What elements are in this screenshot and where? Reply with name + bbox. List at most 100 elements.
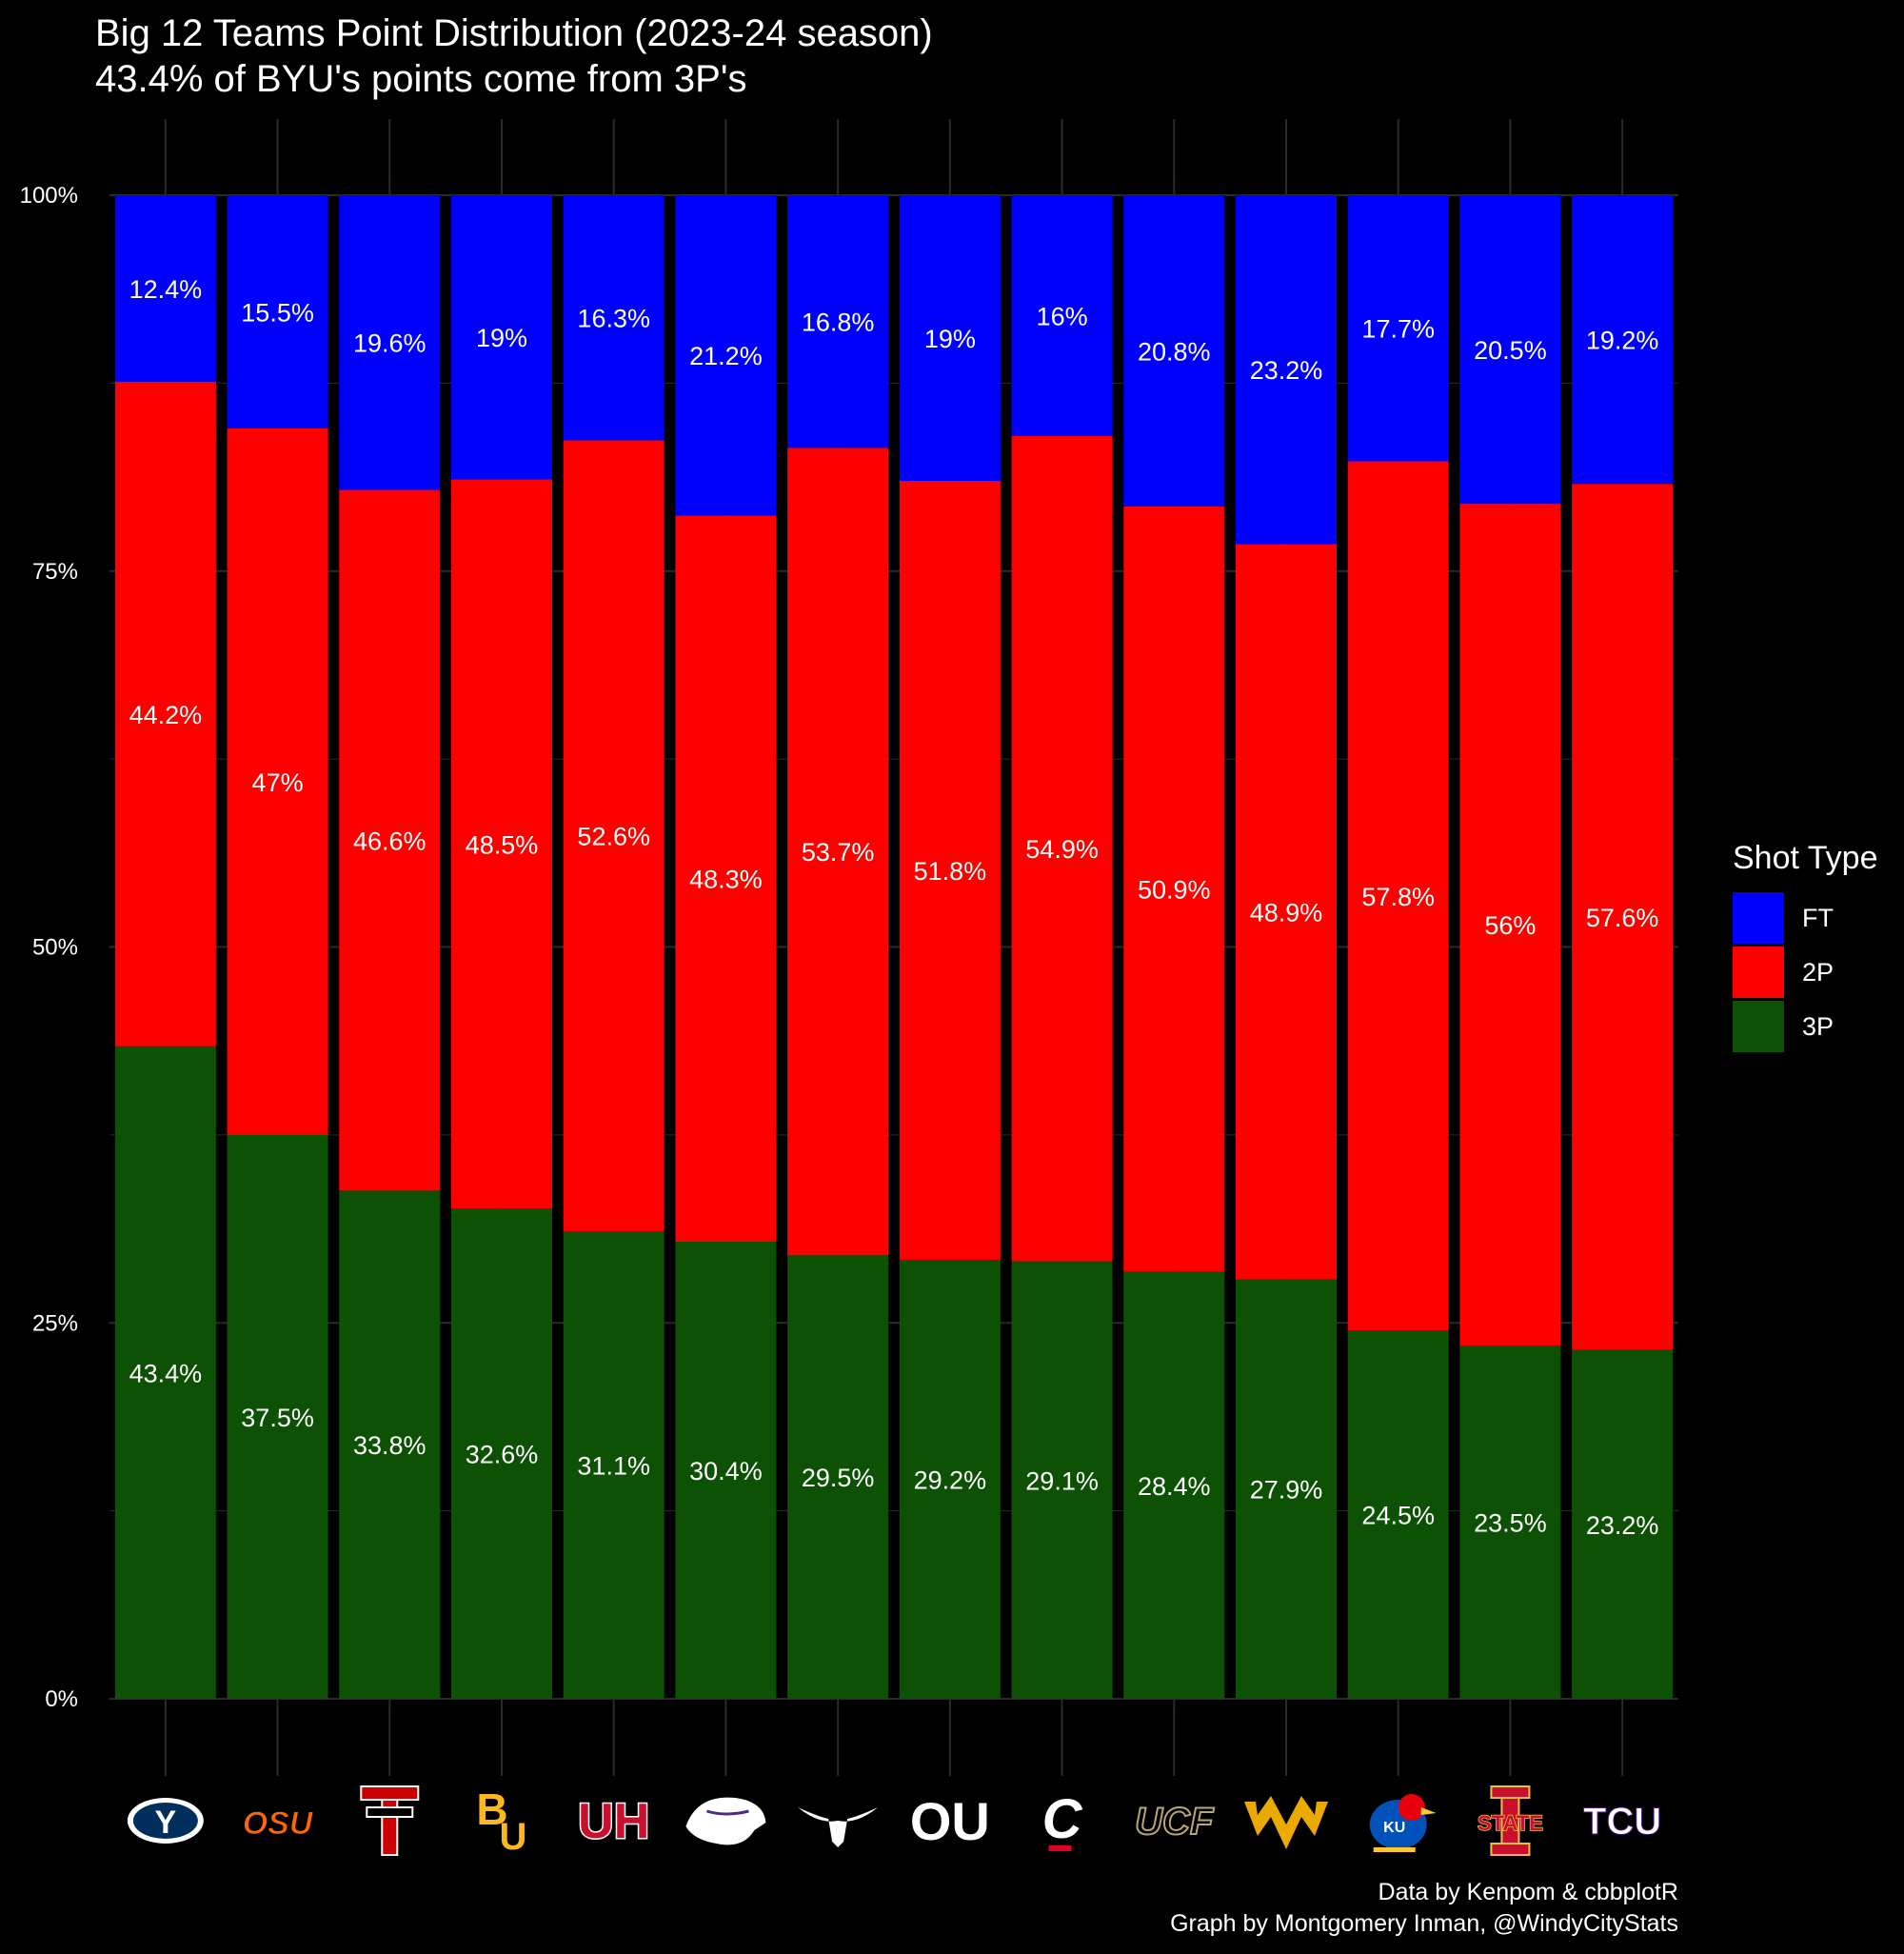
bar-ft-segment [899,195,1001,482]
svg-text:U: U [500,1816,527,1858]
legend-items: FT 2P 3P [1733,892,1834,1052]
legend-swatch-3p [1733,1001,1784,1052]
bar-2p-segment [1123,506,1225,1272]
legend-label-ft: FT [1802,904,1834,932]
bar-ft-segment [1572,195,1674,485]
bar-ft-segment [563,195,664,441]
bar-3p-segment [1459,1345,1561,1699]
data-label-2p: 47% [252,768,304,797]
data-label-3p: 43.4% [129,1359,203,1387]
kansas-logo: KU [1369,1794,1437,1852]
data-label-2p: 48.5% [466,830,539,859]
data-label-ft: 19% [476,324,527,352]
data-label-3p: 23.2% [1586,1511,1659,1540]
data-label-3p: 33.8% [353,1431,426,1460]
legend: Shot Type FT 2P 3P [1733,840,1878,1052]
data-label-ft: 23.2% [1250,356,1323,385]
bar-2p-segment [1011,435,1113,1262]
svg-text:TCU: TCU [1583,1801,1661,1843]
data-label-2p: 46.6% [353,827,426,855]
data-label-ft: 12.4% [129,275,203,304]
data-label-ft: 15.5% [241,298,314,327]
data-label-ft: 21.2% [689,342,763,370]
bar-3p-segment [1123,1271,1225,1699]
bar-2p-segment [451,479,552,1209]
bar-3p-segment [1011,1261,1113,1699]
bar-2p-segment [227,428,328,1135]
data-label-2p: 48.3% [689,866,763,894]
data-label-ft: 17.7% [1361,315,1435,344]
bar-2p-segment [1347,461,1449,1331]
bar-ft-segment [339,195,441,490]
tcu-logo: TCU [1583,1801,1662,1844]
svg-text:C: C [1042,1788,1083,1850]
bars [114,195,1674,1699]
bar-3p-segment [675,1241,777,1699]
chart-title: Big 12 Teams Point Distribution (2023-24… [95,12,933,54]
bar-ft-segment [1347,195,1449,462]
data-label-3p: 32.6% [466,1441,539,1469]
data-label-3p: 29.2% [914,1466,987,1494]
legend-swatch-ft [1733,892,1784,944]
data-label-2p: 56% [1484,911,1536,940]
legend-label-3p: 3P [1802,1012,1834,1041]
svg-text:B: B [476,1785,507,1834]
bar-2p-segment [339,489,441,1191]
ucf-logo: UCF [1134,1800,1216,1844]
bar-3p-segment [1236,1279,1337,1699]
data-label-2p: 53.7% [802,838,875,867]
bar-3p-segment [451,1208,552,1699]
bar-ft-segment [1459,195,1561,504]
y-tick-label: 75% [32,559,78,585]
data-label-2p: 54.9% [1025,835,1099,864]
data-label-3p: 31.1% [577,1451,650,1480]
bar-2p-segment [675,515,777,1242]
bar-3p-segment [114,1046,216,1699]
svg-text:Y: Y [155,1804,177,1841]
oklahoma-state-logo: OSU [242,1805,314,1843]
cincinnati-logo: C [1042,1788,1083,1851]
kansas-state-logo [685,1797,766,1845]
bar-ft-segment [1011,195,1113,436]
bar-ft-segment [1123,195,1225,507]
texas-logo [798,1807,879,1847]
data-label-3p: 29.1% [1025,1466,1099,1495]
bar-ft-segment [451,195,552,480]
svg-text:UCF: UCF [1135,1801,1215,1843]
svg-text:KU: KU [1383,1820,1405,1836]
bar-2p-segment [787,448,889,1256]
legend-label-2p: 2P [1802,958,1834,987]
legend-swatch-2p [1733,947,1784,998]
bar-ft-segment [114,195,216,382]
chart-subtitle: 43.4% of BYU's points come from 3P's [95,58,746,100]
bar-ft-segment [227,195,328,429]
y-tick-label: 0% [45,1686,78,1712]
svg-text:OSU: OSU [243,1805,314,1842]
data-label-ft: 16% [1037,302,1088,330]
texas-tech-logo [360,1785,420,1856]
y-tick-label: 25% [32,1310,78,1336]
bar-2p-segment [114,381,216,1047]
data-label-3p: 24.5% [1361,1502,1435,1530]
bar-ft-segment [787,195,889,449]
data-label-ft: 20.5% [1474,336,1547,365]
team-logos: Y OSU BU UH OU C UCF KU STATE TCU [127,1785,1662,1858]
bar-3p-segment [339,1190,441,1699]
data-label-2p: 57.6% [1586,904,1659,932]
bar-2p-segment [1459,503,1561,1346]
data-label-3p: 37.5% [241,1404,314,1432]
data-label-ft: 20.8% [1138,337,1211,366]
data-label-3p: 27.9% [1250,1476,1323,1505]
svg-text:OU: OU [910,1791,990,1851]
iowa-state-logo: STATE [1477,1785,1544,1856]
houston-logo: UH [577,1793,651,1851]
bar-2p-segment [1572,484,1674,1350]
data-label-3p: 30.4% [689,1457,763,1485]
data-label-3p: 29.5% [802,1464,875,1492]
data-label-3p: 28.4% [1138,1472,1211,1501]
svg-text:UH: UH [578,1794,649,1849]
bar-ft-segment [1236,195,1337,545]
bar-2p-segment [1236,544,1337,1280]
data-label-ft: 19.2% [1586,327,1659,355]
y-tick-label: 100% [20,183,78,209]
